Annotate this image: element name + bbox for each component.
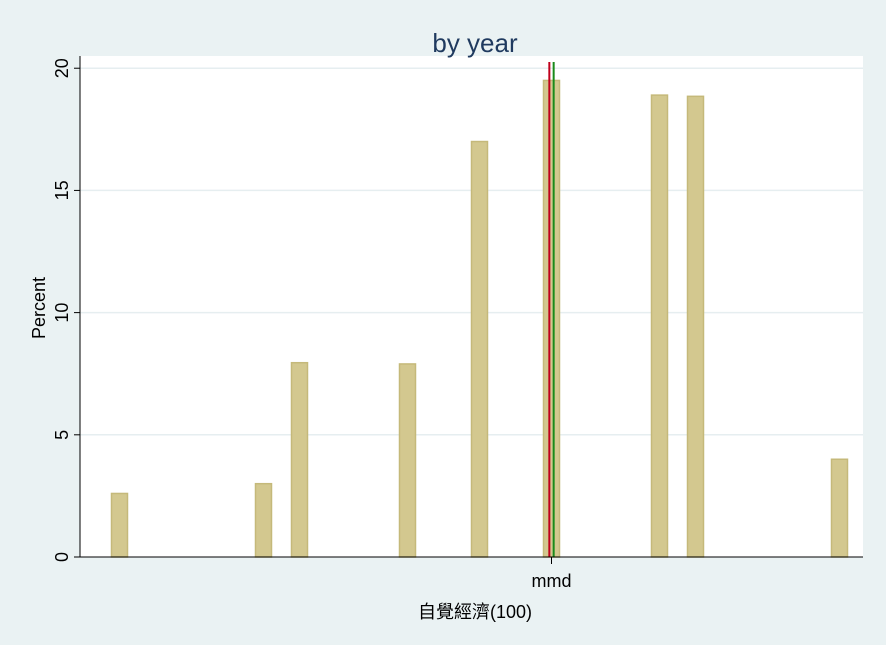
bar (398, 363, 417, 558)
y-axis-label: Percent (29, 277, 49, 339)
axes: 0 5 10 15 20 mmd (52, 56, 863, 591)
bar (686, 95, 705, 558)
bar (830, 458, 849, 558)
y-tick-label: 10 (52, 303, 72, 323)
y-tick-label: 20 (52, 58, 72, 78)
bar (542, 79, 561, 558)
bar (290, 361, 309, 558)
y-tick-label: 5 (52, 430, 72, 440)
x-axis-label: 自覺經濟(100) (418, 602, 532, 622)
bar (470, 140, 489, 558)
bars (110, 79, 849, 558)
bar (254, 482, 273, 558)
reference-lines (548, 62, 555, 557)
x-tick-label: mmd (532, 571, 572, 591)
bar (650, 94, 669, 558)
chart-title: by year (432, 28, 518, 58)
bar (110, 492, 129, 558)
y-tick-label: 0 (52, 552, 72, 562)
y-tick-label: 15 (52, 180, 72, 200)
